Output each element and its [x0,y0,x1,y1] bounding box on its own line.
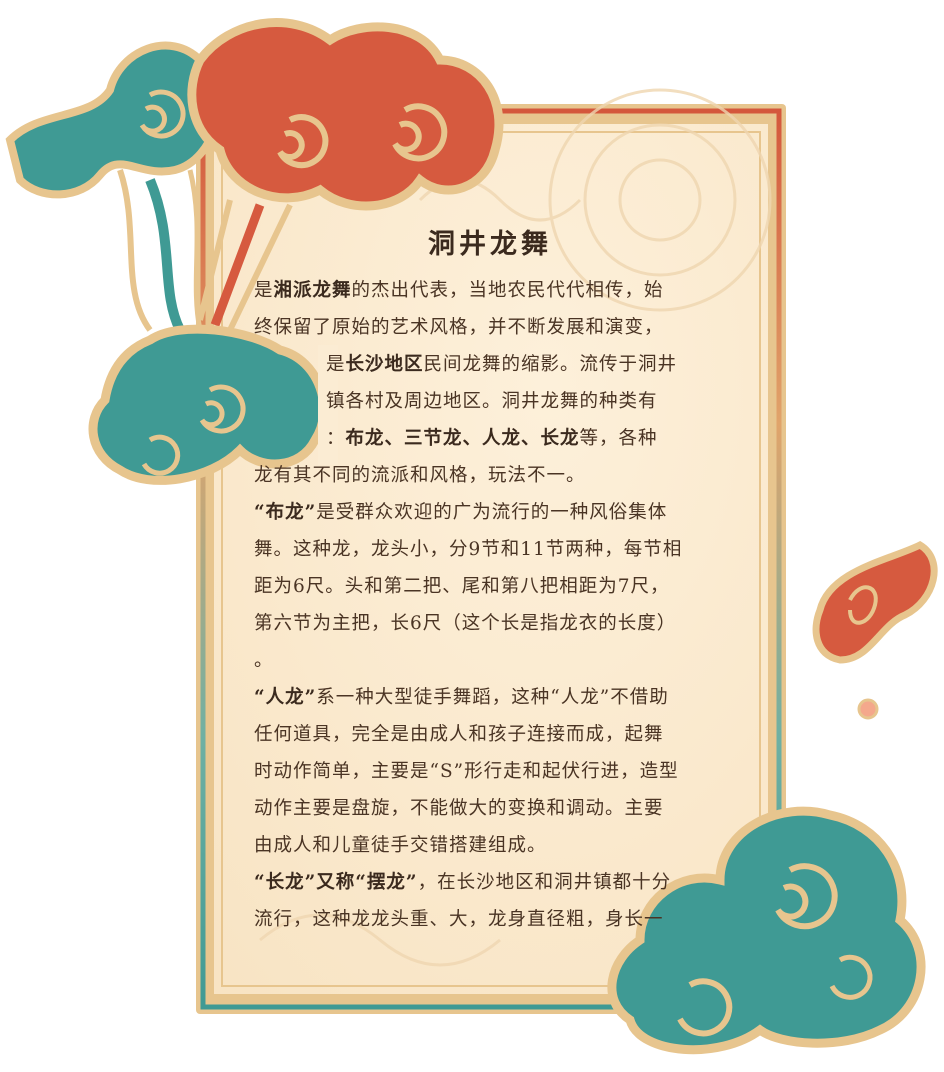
body-text: 龙有其不同的流派和风格，玩法不一。 [254,465,586,486]
background-swirl-pattern [259,88,772,967]
body-text: 舞。这种龙，龙头小，分9节和11节两种，每节相 [254,539,683,560]
body-text: 镇各村及周边地区。洞井龙舞的种类有 [326,391,658,412]
body-text: 任何道具，完全是由成人和孩子连接而成，起舞 [254,724,664,745]
text-line: 终保留了原始的艺术风格，并不断发展和演变， [254,309,724,346]
flame-red-right [812,541,938,720]
text-line: 距为6尺。头和第二把、尾和第八把相距为7尺， [254,568,724,605]
body-text: 距为6尺。头和第二把、尾和第八把相距为7尺， [254,576,670,597]
body-text: 是 [326,354,346,375]
text-line: 时动作简单，主要是“S”形行走和起伏行进，造型 [254,753,724,790]
body-text: 民间龙舞的缩影。流传于洞井 [423,354,678,375]
text-line: 镇各村及周边地区。洞井龙舞的种类有 [254,383,724,420]
body-text: 时动作简单，主要是“S”形行走和起伏行进，造型 [254,761,679,782]
emphasis-text: 长沙地区 [345,354,424,375]
text-line: 。 [254,642,724,679]
emphasis-text: 湘派龙舞 [273,280,352,301]
text-line: 是长沙地区民间龙舞的缩影。流传于洞井 [254,346,724,383]
body-text: ，在长沙地区和洞井镇都十分 [417,872,672,893]
body-text: 流行，这种龙龙头重、大，龙身直径粗，身长一 [254,909,664,930]
body-text: ： [326,428,346,449]
body-text: 是 [254,280,274,301]
body-text: 系一种大型徒手舞蹈，这种“人龙”不借助 [316,687,669,708]
text-line: ：布龙、三节龙、人龙、长龙等，各种 [254,420,724,457]
text-line: 第六节为主把，长6尺（这个长是指龙衣的长度） [254,605,724,642]
body-text: 动作主要是盘旋，不能做大的变换和调动。主要 [254,798,664,819]
text-line: 是湘派龙舞的杰出代表，当地农民代代相传，始 [254,272,724,309]
text-line: 任何道具，完全是由成人和孩子连接而成，起舞 [254,716,724,753]
body-text: 由成人和儿童徒手交错搭建组成。 [254,835,547,856]
cloud-teal-bottom-right [607,806,926,1055]
text-line: 龙有其不同的流派和风格，玩法不一。 [254,457,724,494]
text-line: “布龙”是受群众欢迎的广为流行的一种风俗集体 [254,494,724,531]
body-text: 等，各种 [579,428,658,449]
text-line: 由成人和儿童徒手交错搭建组成。 [254,827,724,864]
text-line: “人龙”系一种大型徒手舞蹈，这种“人龙”不借助 [254,679,724,716]
page-title: 洞井龙舞 [428,229,552,260]
body-text: 。 [254,650,274,671]
text-line: “长龙”又称“摆龙”，在长沙地区和洞井镇都十分 [254,864,724,901]
article-body: 是湘派龙舞的杰出代表，当地农民代代相传，始 终保留了原始的艺术风格，并不断发展和演… [254,272,724,938]
cloud-teal-top-left [5,41,222,333]
text-line: 流行，这种龙龙头重、大，龙身直径粗，身长一 [254,901,724,938]
text-line: 动作主要是盘旋，不能做大的变换和调动。主要 [254,790,724,827]
emphasis-text: “人龙” [254,687,317,708]
text-line: 舞。这种龙，龙头小，分9节和11节两种，每节相 [254,531,724,568]
cloud-teal-left [88,324,338,485]
small-dot [857,698,879,720]
body-text: 的杰出代表，当地农民代代相传，始 [351,280,664,301]
cloud-red-top [187,18,504,332]
paper-background [214,124,768,994]
body-text: 是受群众欢迎的广为流行的一种风俗集体 [316,502,668,523]
emphasis-text: 布龙、三节龙、人龙、长龙 [345,428,580,449]
body-text: 第六节为主把，长6尺（这个长是指龙衣的长度） [254,613,677,634]
body-text: 终保留了原始的艺术风格，并不断发展和演变， [254,317,664,338]
emphasis-text: “长龙”又称“摆龙” [254,872,418,893]
emphasis-text: “布龙” [254,502,317,523]
